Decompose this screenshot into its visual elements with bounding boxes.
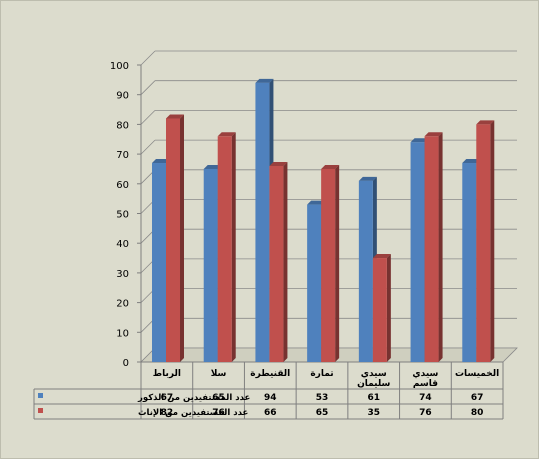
category-label: سليمان (357, 379, 390, 389)
bar-side (490, 120, 495, 363)
bar-0-2 (255, 82, 270, 362)
category-label: قاسم (413, 379, 438, 389)
bar-top (410, 138, 429, 143)
data-label: 94 (264, 393, 277, 403)
data-label: 82 (161, 408, 174, 418)
y-tick-label: 50 (116, 210, 129, 221)
category-label: تمارة (310, 369, 333, 379)
bar-1-6 (476, 124, 491, 363)
bar-top (462, 159, 481, 164)
bar-top (476, 120, 495, 125)
bar-0-1 (203, 168, 218, 362)
legend-swatch (38, 393, 43, 398)
category-label: القنيطرة (250, 369, 290, 379)
bar-top (152, 159, 170, 164)
bar-0-5 (410, 142, 425, 362)
y-tick-label: 100 (110, 61, 129, 72)
category-label: الرباط (153, 369, 181, 379)
y-tick-label: 10 (116, 328, 129, 339)
bar-top (269, 161, 288, 166)
bar-1-2 (269, 165, 284, 362)
bar-0-3 (307, 204, 322, 362)
category-label: سلا (211, 369, 227, 379)
bar-side (180, 114, 184, 363)
gridline-diag (140, 80, 156, 95)
legend-label: عدد المستفيدين من الإناث (138, 408, 248, 418)
bar-top (166, 114, 184, 119)
bar-top (307, 200, 326, 205)
y-tick-label: 90 (116, 91, 129, 102)
bar-top (358, 176, 377, 181)
bar-side (283, 161, 288, 362)
data-label: 65 (212, 393, 225, 403)
legend-swatch (38, 408, 43, 413)
data-label: 67 (471, 393, 484, 403)
gridline-diag (140, 139, 156, 155)
data-label: 76 (212, 408, 225, 418)
bar-1-3 (321, 168, 336, 362)
data-label: 35 (367, 408, 380, 418)
data-label: 66 (264, 408, 277, 418)
y-tick-label: 0 (123, 358, 129, 369)
category-label: سيدي (412, 369, 438, 379)
bar-1-5 (424, 136, 439, 362)
category-label: الخميسات (455, 369, 499, 379)
gridline-diag (140, 110, 156, 125)
bar-1-0 (166, 118, 180, 363)
bar-1-1 (217, 136, 232, 362)
y-tick-label: 40 (116, 239, 129, 250)
bar-side (231, 132, 236, 362)
bar-side (386, 254, 391, 362)
bar-1-4 (372, 258, 387, 362)
category-label: سيدي (361, 369, 387, 379)
data-label: 80 (471, 408, 484, 418)
gridline-diag (140, 50, 156, 66)
bar-side (438, 132, 443, 362)
bar-side (335, 164, 340, 362)
data-label: 61 (367, 393, 380, 403)
y-tick-label: 80 (116, 120, 129, 131)
y-tick-label: 60 (116, 180, 129, 191)
bar-top (217, 132, 236, 137)
y-tick-label: 20 (116, 299, 129, 310)
data-label: 67 (161, 393, 174, 403)
bar-0-4 (358, 180, 373, 362)
y-tick-label: 30 (116, 269, 129, 280)
y-tick-label: 70 (116, 150, 129, 161)
bar-top (255, 78, 274, 83)
data-label: 74 (419, 393, 432, 403)
bar-0-0 (152, 163, 166, 362)
bar-top (424, 132, 443, 137)
data-label: 53 (316, 393, 329, 403)
bar-top (203, 164, 222, 169)
bar-0-6 (462, 163, 477, 362)
data-label: 65 (316, 408, 329, 418)
legend-label: عدد المستفيدين من الذكور (137, 393, 250, 403)
bar-top (321, 164, 340, 169)
data-label: 76 (419, 408, 432, 418)
bar-top (372, 254, 391, 259)
